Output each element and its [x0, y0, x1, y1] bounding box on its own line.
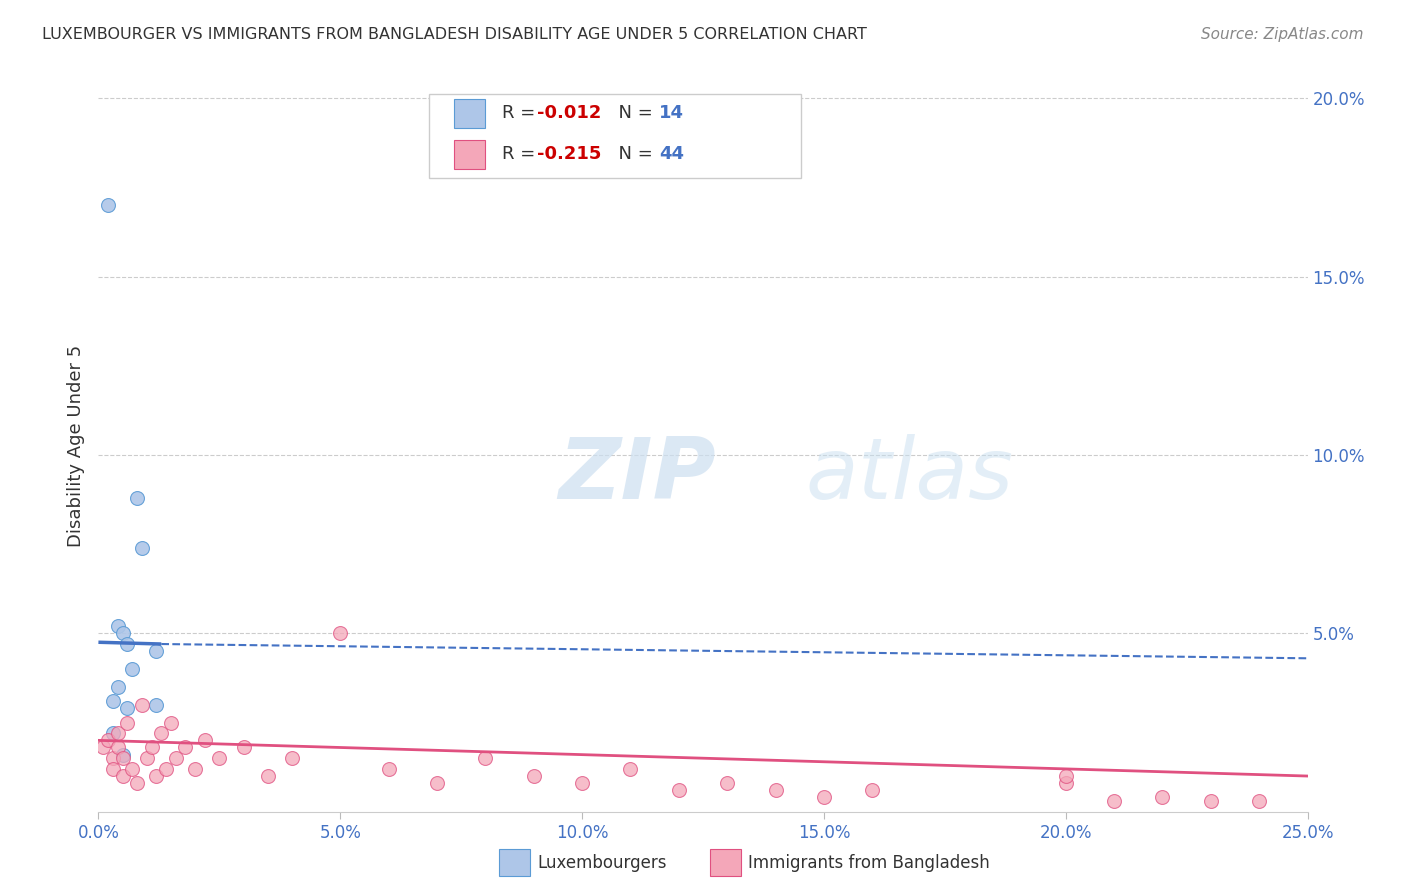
Point: [131, 698, 153, 712]
Point: [329, 626, 352, 640]
Point: [1152, 790, 1174, 805]
Point: [145, 644, 167, 658]
Point: [184, 762, 207, 776]
Point: [101, 694, 124, 708]
Text: R =: R =: [502, 104, 541, 122]
Point: [160, 715, 183, 730]
Point: [101, 762, 124, 776]
Text: Luxembourgers: Luxembourgers: [537, 854, 666, 871]
Point: [619, 762, 641, 776]
Point: [117, 701, 139, 715]
Point: [571, 776, 593, 790]
Point: [111, 751, 134, 765]
Point: [208, 751, 231, 765]
Point: [1054, 776, 1077, 790]
Point: [107, 619, 129, 633]
Text: ZIP: ZIP: [558, 434, 716, 516]
Point: [668, 783, 690, 797]
Point: [377, 762, 399, 776]
Point: [474, 751, 496, 765]
Point: [121, 762, 143, 776]
Point: [131, 541, 153, 555]
Point: [91, 740, 114, 755]
Point: [426, 776, 449, 790]
Point: [716, 776, 738, 790]
Text: 14: 14: [659, 104, 685, 122]
Text: N =: N =: [607, 145, 659, 163]
Point: [107, 680, 129, 694]
Text: Immigrants from Bangladesh: Immigrants from Bangladesh: [748, 854, 990, 871]
Point: [127, 776, 149, 790]
Point: [135, 751, 157, 765]
Text: N =: N =: [607, 104, 659, 122]
Point: [121, 662, 143, 676]
Text: LUXEMBOURGER VS IMMIGRANTS FROM BANGLADESH DISABILITY AGE UNDER 5 CORRELATION CH: LUXEMBOURGER VS IMMIGRANTS FROM BANGLADE…: [42, 27, 868, 42]
Text: 44: 44: [659, 145, 685, 163]
Point: [150, 726, 173, 740]
Text: -0.215: -0.215: [537, 145, 602, 163]
Y-axis label: Disability Age Under 5: Disability Age Under 5: [66, 345, 84, 547]
Text: -0.012: -0.012: [537, 104, 602, 122]
Point: [101, 751, 124, 765]
Point: [111, 769, 134, 783]
Point: [765, 783, 787, 797]
Text: Source: ZipAtlas.com: Source: ZipAtlas.com: [1201, 27, 1364, 42]
Point: [111, 747, 134, 762]
Point: [107, 740, 129, 755]
Point: [1102, 794, 1125, 808]
Text: R =: R =: [502, 145, 541, 163]
Point: [860, 783, 883, 797]
Point: [127, 491, 149, 505]
Point: [97, 198, 120, 212]
Point: [117, 637, 139, 651]
Point: [145, 769, 167, 783]
Point: [145, 698, 167, 712]
Point: [813, 790, 835, 805]
Point: [111, 626, 134, 640]
Point: [117, 715, 139, 730]
Point: [256, 769, 278, 783]
Point: [1054, 769, 1077, 783]
Point: [281, 751, 304, 765]
Text: atlas: atlas: [806, 434, 1014, 516]
Point: [155, 762, 177, 776]
Point: [194, 733, 217, 747]
Point: [174, 740, 197, 755]
Point: [1249, 794, 1271, 808]
Point: [523, 769, 546, 783]
Point: [141, 740, 163, 755]
Point: [101, 726, 124, 740]
Point: [165, 751, 187, 765]
Point: [232, 740, 254, 755]
Point: [97, 733, 120, 747]
Point: [1199, 794, 1222, 808]
Point: [107, 726, 129, 740]
